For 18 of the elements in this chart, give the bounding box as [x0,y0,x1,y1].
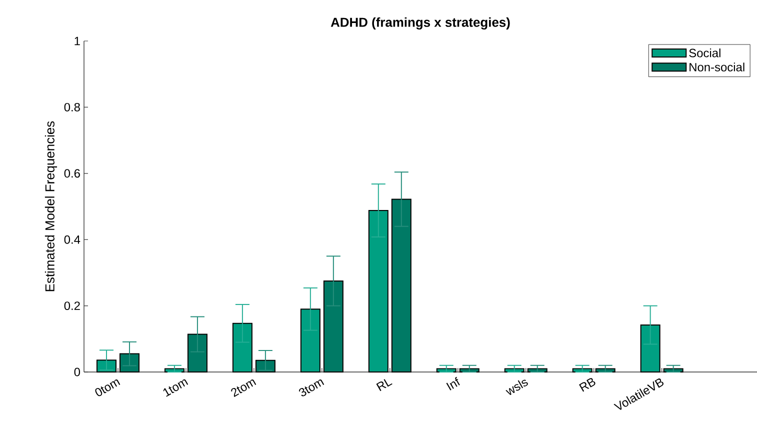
y-tick-label: 0 [74,368,80,376]
x-tick-label: 3tom [299,379,324,396]
x-tick-label: 0tom [95,379,120,396]
y-tick-label: 0.8 [64,102,80,112]
x-tick-label: wsls [506,380,528,396]
x-tick-label: 2tom [231,379,256,398]
x-tick-label: 1tom [163,379,188,397]
y-tick-label: 0.4 [64,235,80,244]
y-tick-label: 0.6 [64,169,80,178]
legend-label: Non-social [690,62,744,72]
x-tick-label: RL [376,379,392,392]
y-tick-label: 0.2 [64,302,80,310]
y-axis-title: Estimated Model Frequencies [44,121,58,292]
y-tick-label: 1 [74,36,80,46]
chart-title: ADHD (framings x strategies) [330,17,510,30]
x-tick-label: Inf [446,376,460,390]
legend-label: Social [689,48,720,58]
x-tick-label: RB [579,378,596,392]
